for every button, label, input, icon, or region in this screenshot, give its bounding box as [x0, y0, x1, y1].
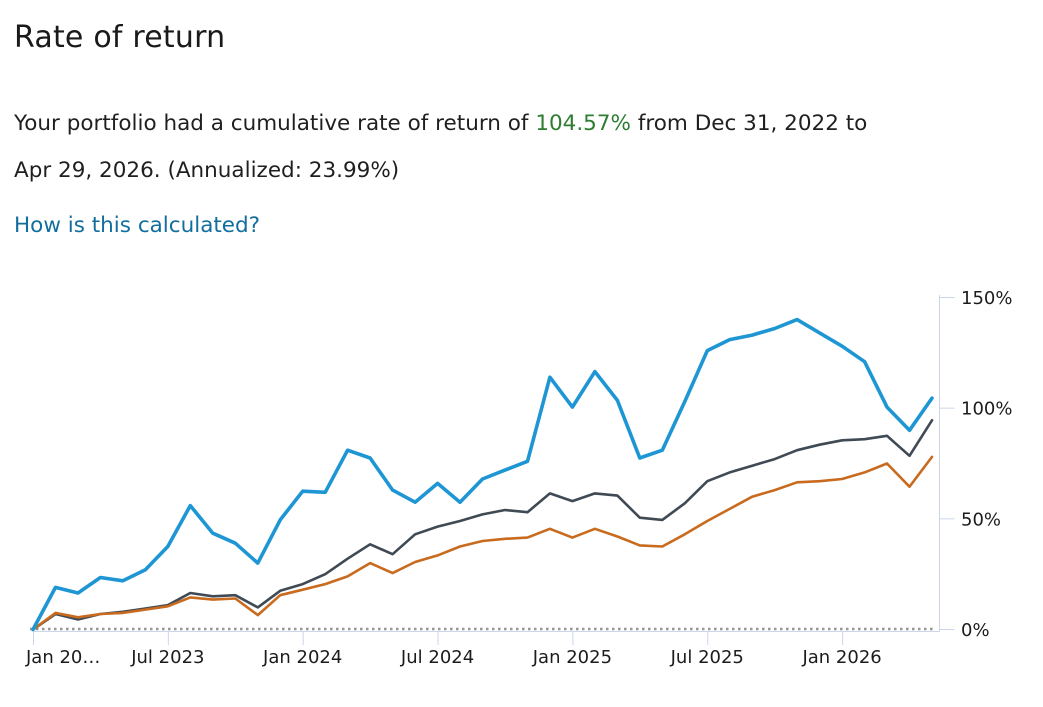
how-calculated-link[interactable]: How is this calculated? — [14, 213, 261, 238]
y-axis-label: 150% — [961, 288, 1012, 309]
page-title: Rate of return — [14, 20, 226, 55]
portfolio-line-blue[interactable] — [31, 317, 934, 632]
x-axis-label: Jul 2025 — [670, 647, 744, 668]
x-axis-label: Jan 2024 — [262, 647, 342, 668]
x-axis-label: Jan 20… — [25, 647, 100, 668]
summary-period: from Dec 31, 2022 to — [637, 111, 868, 136]
rate-of-return-chart[interactable]: 0% 50% 100% 150% Jan 20… Jul 2023 Jan 2024 Jul … — [0, 282, 1043, 703]
chart-container: 0% 50% 100% 150% Jan 20… Jul 2023 Jan 2024 Jul … — [0, 282, 1043, 703]
x-axis-label: Jul 2023 — [130, 647, 204, 668]
y-axis-label: 50% — [961, 509, 1001, 530]
benchmark-line-orange[interactable] — [31, 455, 934, 631]
summary-prefix: Your portfolio had a cumulative rate of … — [14, 111, 529, 136]
x-axis-label: Jan 2026 — [801, 647, 881, 668]
cumulative-return-value: 104.57% — [535, 111, 631, 136]
x-axis-label: Jul 2024 — [400, 647, 474, 668]
y-axis-label: 100% — [961, 399, 1012, 420]
benchmark-line-gray[interactable] — [31, 419, 934, 631]
y-axis-label: 0% — [961, 620, 990, 641]
x-axis-label: Jan 2025 — [532, 647, 612, 668]
rate-of-return-page: Rate of return Your portfolio had a cumu… — [0, 0, 1043, 240]
summary-line2: Apr 29, 2026. (Annualized: 23.99%) — [14, 158, 400, 183]
return-summary-text: Your portfolio had a cumulative rate of … — [14, 100, 1030, 194]
